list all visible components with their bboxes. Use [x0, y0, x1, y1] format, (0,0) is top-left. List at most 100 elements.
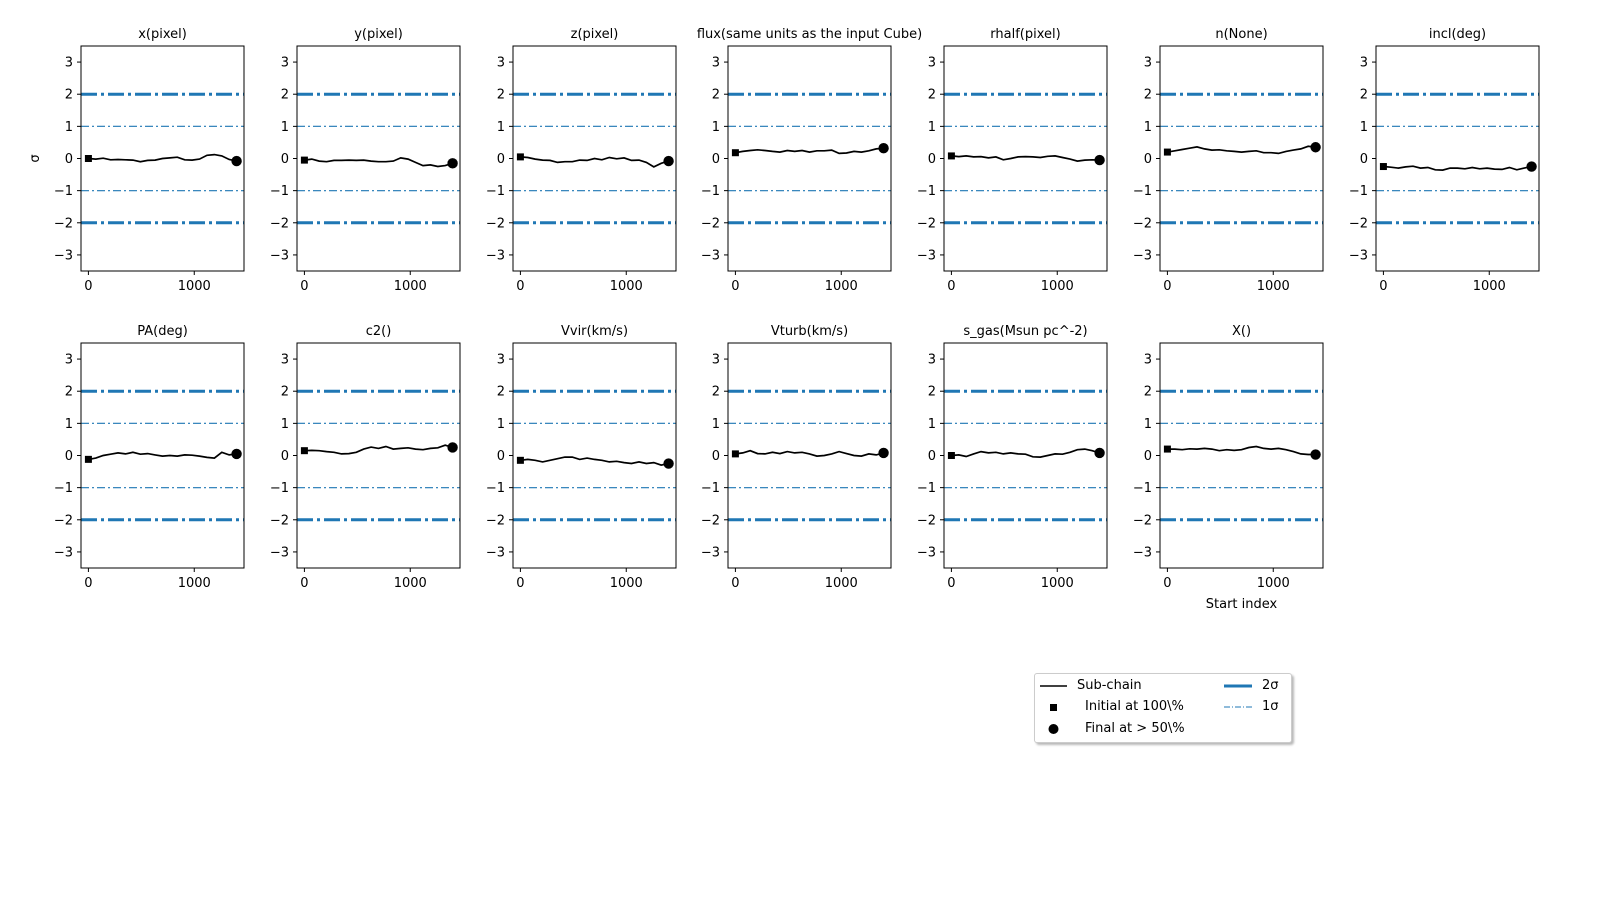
legend-item-initial: Initial at 100\% — [1035, 698, 1184, 716]
y-tick-label: 0 — [281, 449, 289, 464]
subchain-line — [520, 456, 669, 466]
legend-item-final: Final at > 50\% — [1035, 720, 1185, 738]
panel-title: s_gas(Msun pc^-2) — [963, 324, 1087, 339]
y-tick-label: 3 — [712, 56, 720, 71]
x-tick-label: 1000 — [1041, 279, 1074, 294]
y-tick-label: 0 — [497, 152, 505, 167]
x-tick-label: 0 — [1163, 576, 1171, 591]
legend-2sigma-swatch — [1224, 684, 1252, 688]
y-tick-label: −1 — [486, 481, 505, 496]
panel-frame — [1159, 45, 1324, 272]
final-marker — [231, 448, 242, 460]
final-marker — [663, 155, 674, 167]
x-axis-label: Start index — [1206, 597, 1278, 612]
subchain-line — [304, 444, 453, 455]
y-tick-label: 0 — [928, 449, 936, 464]
y-tick-label: −2 — [54, 216, 73, 231]
y-tick-label: 2 — [928, 88, 936, 103]
y-tick-label: −3 — [270, 545, 289, 560]
panel-frame — [296, 342, 461, 569]
y-tick-label: 1 — [1360, 120, 1368, 135]
panel-title: x(pixel) — [138, 27, 187, 42]
initial-marker — [947, 152, 955, 160]
y-tick-label: 2 — [497, 385, 505, 400]
x-tick-label: 0 — [1379, 279, 1387, 294]
x-tick-label: 0 — [84, 576, 92, 591]
final-marker — [1094, 447, 1105, 459]
subchain-line — [520, 156, 669, 168]
y-tick-label: −1 — [486, 184, 505, 199]
subchain-line — [304, 157, 453, 168]
x-tick-label: 1000 — [1257, 279, 1290, 294]
y-tick-label: −2 — [701, 216, 720, 231]
y-axis-label: σ — [28, 154, 43, 162]
y-tick-label: −3 — [701, 545, 720, 560]
y-tick-label: 3 — [1144, 353, 1152, 368]
x-tick-label: 1000 — [178, 279, 211, 294]
y-tick-label: 0 — [65, 152, 73, 167]
x-tick-label: 0 — [84, 279, 92, 294]
y-tick-label: −2 — [270, 216, 289, 231]
legend-label-initial: Initial at 100\% — [1085, 699, 1184, 714]
final-marker — [878, 447, 889, 459]
legend-label-subchain: Sub-chain — [1077, 678, 1142, 693]
y-tick-label: 3 — [1360, 56, 1368, 71]
subchain-line — [1167, 145, 1316, 155]
panel-frame — [727, 45, 892, 272]
panel-title: X() — [1232, 324, 1251, 339]
y-tick-label: 0 — [1144, 152, 1152, 167]
y-tick-label: 0 — [1144, 449, 1152, 464]
subchain-line — [735, 449, 884, 457]
legend-item-1sigma: 1σ — [1220, 698, 1279, 716]
x-tick-label: 0 — [516, 576, 524, 591]
y-tick-label: 1 — [65, 120, 73, 135]
panel-title: PA(deg) — [137, 324, 188, 339]
y-tick-label: 2 — [281, 385, 289, 400]
x-tick-label: 0 — [300, 576, 308, 591]
final-marker — [1310, 142, 1321, 153]
initial-marker — [947, 452, 955, 459]
y-tick-label: 0 — [497, 449, 505, 464]
y-tick-label: 3 — [65, 353, 73, 368]
panel-title: Vvir(km/s) — [561, 324, 628, 339]
y-tick-label: −1 — [1133, 184, 1152, 199]
y-tick-label: −3 — [1349, 248, 1368, 263]
y-tick-label: −3 — [701, 248, 720, 263]
y-tick-label: −2 — [917, 216, 936, 231]
y-tick-label: −1 — [270, 184, 289, 199]
x-tick-label: 1000 — [825, 279, 858, 294]
y-tick-label: −1 — [917, 184, 936, 199]
legend-line-swatch — [1040, 685, 1067, 687]
y-tick-label: 3 — [281, 353, 289, 368]
y-tick-label: 3 — [712, 353, 720, 368]
y-tick-label: 1 — [928, 120, 936, 135]
y-tick-label: 2 — [1144, 88, 1152, 103]
y-tick-label: −3 — [486, 248, 505, 263]
subchain-line — [1383, 165, 1532, 171]
y-tick-label: 3 — [928, 353, 936, 368]
final-marker — [231, 155, 242, 167]
x-tick-label: 0 — [1163, 279, 1171, 294]
x-tick-label: 0 — [947, 279, 955, 294]
y-tick-label: −3 — [54, 545, 73, 560]
subchain-line — [735, 147, 884, 155]
panel-6: −3 −2 −1 0 1 2 3 0 1000 incl(deg) — [1349, 27, 1540, 294]
y-tick-label: 1 — [1144, 417, 1152, 432]
panel-10: −3 −2 −1 0 1 2 3 0 1000 Vturb(km/s) — [701, 324, 892, 591]
final-marker — [447, 442, 458, 453]
x-tick-label: 1000 — [178, 576, 211, 591]
y-tick-label: 2 — [1144, 385, 1152, 400]
x-tick-label: 0 — [516, 279, 524, 294]
final-marker — [447, 158, 458, 169]
y-tick-label: 0 — [928, 152, 936, 167]
y-tick-label: −2 — [486, 513, 505, 528]
y-tick-label: 2 — [1360, 88, 1368, 103]
y-tick-label: −1 — [54, 184, 73, 199]
y-tick-label: −1 — [1349, 184, 1368, 199]
y-tick-label: 3 — [65, 56, 73, 71]
legend-item-2sigma: 2σ — [1220, 677, 1279, 695]
y-tick-label: 2 — [281, 88, 289, 103]
panel-frame — [296, 45, 461, 272]
panel-frame — [1159, 342, 1324, 569]
